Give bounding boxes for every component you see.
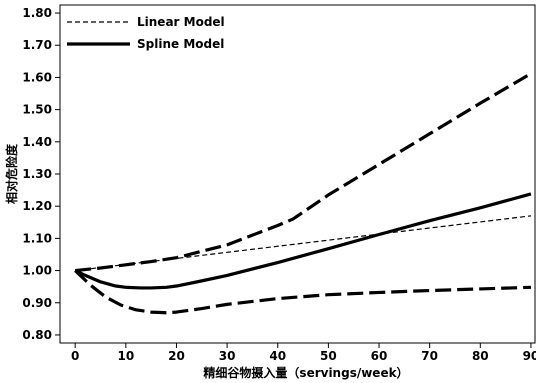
series-line-dashed-thick-3 [74, 269, 531, 315]
y-tick-label: 1.80 [22, 6, 52, 20]
legend-label-linear-model: Linear Model [137, 15, 225, 29]
y-tick-label: 1.30 [22, 167, 52, 181]
y-tick-label: 1.40 [22, 135, 52, 149]
y-tick-label: 1.10 [22, 231, 52, 245]
x-tick-label: 50 [320, 349, 337, 363]
legend: Linear Model Spline Model [67, 15, 225, 51]
y-tick-label: 1.00 [22, 264, 52, 278]
x-tick-label: 80 [472, 349, 489, 363]
series-line-spline-model [74, 192, 532, 290]
y-tick-label: 1.60 [22, 70, 52, 84]
axes: 0.80 0.90 1.00 1.10 1.20 1.30 1.40 1.50 1.60 1.70… [22, 4, 536, 363]
x-tick-label: 60 [371, 349, 388, 363]
y-axis-label: 相对危险度 [4, 143, 19, 204]
x-tick-label: 70 [421, 349, 438, 363]
x-tick-label: 40 [269, 349, 286, 363]
y-tick-label: 1.50 [22, 103, 52, 117]
x-tick-label: 0 [71, 349, 79, 363]
x-tick-label: 30 [219, 349, 236, 363]
series-lines [74, 72, 532, 315]
y-tick-label: 0.90 [22, 296, 52, 310]
legend-label-spline-model: Spline Model [137, 37, 224, 51]
x-tick-label: 10 [117, 349, 134, 363]
x-axis-label: 精细谷物摄入量（servings/week） [203, 365, 408, 380]
y-tick-label: 1.20 [22, 199, 52, 213]
y-tick-label: 0.80 [22, 328, 52, 342]
x-tick-label: 90 [523, 349, 536, 363]
y-tick-label: 1.70 [22, 38, 52, 52]
x-tick-label: 20 [168, 349, 185, 363]
series-line-dashed-thick-2 [75, 72, 532, 273]
